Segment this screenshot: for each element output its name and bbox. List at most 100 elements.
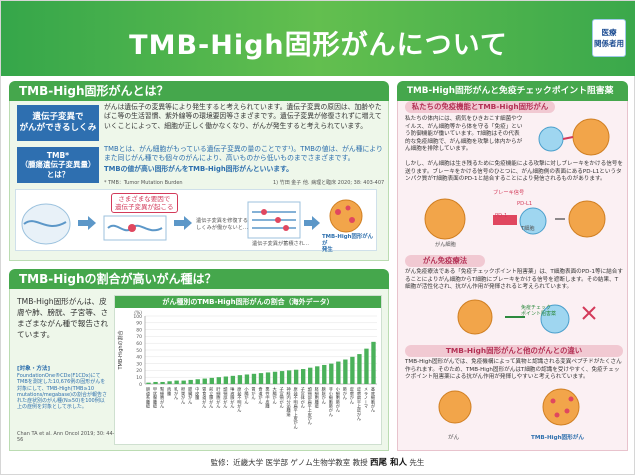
bar <box>357 354 362 384</box>
x-tick-label: 皮膚扁平上皮がん <box>356 386 362 421</box>
x-tick-label: 非小細胞肺がん <box>328 386 334 417</box>
y-tick-label: 30 <box>136 361 142 367</box>
tmb-reference: 1) 竹田 金子 他. 病理と臨床 2020; 38: 403-407 <box>273 180 385 186</box>
tmb-footnote: * TMB：Tumor Mutation Burden <box>104 180 183 186</box>
cancer-cell-label: がん細胞 <box>435 242 456 248</box>
brake-signal-label: ブレーキ信号 <box>493 190 525 196</box>
y-tick-label: 100 <box>133 314 142 320</box>
section3-title: TMB-High固形がんと免疫チェックポイント阻害薬 <box>397 81 628 101</box>
bar <box>209 377 214 384</box>
section1-title: TMB-High固形がんとは？ <box>9 81 389 101</box>
x-tick-label: 原発不明がん <box>237 387 243 413</box>
immunotherapy-title: がん免疫療法 <box>405 255 485 267</box>
bar <box>188 379 193 384</box>
bar <box>272 371 278 384</box>
x-tick-label: 皮膚がん <box>349 386 355 405</box>
bar <box>195 379 200 384</box>
y-tick-label: 20 <box>136 368 142 374</box>
x-tick-label: 悪性中皮腫 <box>265 387 271 410</box>
audience-badge: 医療 関係者用 <box>592 19 626 57</box>
x-tick-label: 唾液腺がん <box>229 386 235 409</box>
header-banner: TMB-High固形がんについて 医療 関係者用 <box>1 1 635 76</box>
x-tick-label: 頭頸部がん <box>222 387 228 409</box>
x-tick-label: 大腸がん <box>272 386 278 405</box>
supervisor-name: 西尾 和人 <box>369 458 407 468</box>
x-tick-label: 頭頸部扁平上皮がん <box>307 387 313 426</box>
brake-text: しかし、がん細胞は生き残るために免疫機能による攻撃に対しブレーキをかける信号を送… <box>405 161 623 183</box>
brake-illustration <box>424 198 606 240</box>
bar <box>350 356 355 384</box>
bar <box>286 370 292 384</box>
bar <box>258 373 264 384</box>
x-tick-label: 前立腺がん <box>208 386 214 409</box>
x-tick-label: 胚細胞腫瘍 <box>314 387 320 410</box>
bar <box>230 375 236 384</box>
bar <box>216 377 221 384</box>
bar <box>301 369 306 384</box>
section2-intro: TMB-High固形がんは、皮膚や肺、膀胱、子宮等、さまざまながん種で報告されて… <box>17 297 109 339</box>
y-tick-label: 0 <box>139 382 142 388</box>
immunotherapy-illustration <box>457 299 596 335</box>
question-tmb-label: TMB* （腫瘍遺伝子変異量） とは？ <box>17 147 99 183</box>
accumulation-caption: 遺伝子変異が蓄積され… <box>252 241 310 247</box>
bar <box>343 359 348 384</box>
y-tick-label: 50 <box>136 348 142 354</box>
bar <box>202 378 207 384</box>
x-tick-label: 乳がん <box>173 386 179 400</box>
immune-title: 私たちの免疫機能とTMB-High固形がん <box>405 101 555 113</box>
section3-panel <box>397 101 628 451</box>
checkpoint-drug-label: 免疫チェック ポイント阻害薬 <box>521 305 557 317</box>
y-tick-label: 40 <box>136 355 142 361</box>
x-tick-label: 小腸がん <box>244 386 250 405</box>
repair-caption: 遺伝子変異を修復する しくみが働かないと… <box>196 218 249 231</box>
bar <box>364 348 369 384</box>
immunotherapy-text: がん免疫療法である「免疫チェックポイント阻害薬」は、T細胞表面のPD-1等に結合… <box>405 269 623 291</box>
tmb-high-emergence-caption: TMB-High固形がんが 発生 <box>322 234 374 253</box>
x-tick-label: 神経内分泌腫瘍 <box>286 386 292 418</box>
bar <box>146 382 151 384</box>
tmb-high-difference-text: TMB-High固形がんでは、免疫機構によって異物と認識される変異ペプチドがたく… <box>405 359 622 381</box>
question-tmb-highlight: TMBの値が高い固形がんをTMB-High固形がんといいます。 <box>104 165 293 173</box>
bar <box>279 371 285 384</box>
x-tick-label: 基底細胞がん <box>370 386 376 413</box>
bar <box>244 374 250 384</box>
bar <box>237 375 243 384</box>
tmb-high-difference-title: TMB-High固形がんと他のがんとの違い <box>405 345 623 357</box>
bar <box>293 369 299 384</box>
immune-text: 私たちの体内には、病気をひきおこす細菌やウイルス、がん細胞等から体を守る「免疫」… <box>405 116 523 153</box>
tmb-chart: がん種別のTMB-High固形がんの割合（海外データ） 0 10 20 30 40 50 6… <box>114 295 382 445</box>
cancer-label: がん <box>448 435 460 441</box>
x-tick-label: 肉腫 <box>166 386 172 397</box>
bar <box>265 372 271 384</box>
bar <box>181 380 186 384</box>
tmb-high-label: TMB-High固形がん <box>531 435 584 441</box>
mutation-diagram: さまざまな要因で 遺伝子変異が起こる 遺伝子変異を修復する しくみが働かないと…… <box>15 189 377 253</box>
x-tick-label: 胃がん <box>251 387 257 400</box>
y-tick-label: 10 <box>136 375 142 381</box>
bar <box>336 361 341 384</box>
x-tick-label: 子宮体がん <box>300 386 306 409</box>
pd1-label: PD-1 <box>495 213 508 219</box>
x-tick-label: 腎細胞がん <box>159 386 165 409</box>
x-tick-label: 胆道系腫瘍 <box>145 387 151 410</box>
question-tmb-text: TMBとは、がん細胞がもっている遺伝子変異の量のことです¹)。TMBの値は、がん… <box>104 145 383 163</box>
bar <box>251 373 257 384</box>
bar <box>315 366 320 384</box>
x-tick-label: 原発不明扁平上皮がん <box>293 387 299 430</box>
section2-title: TMB-Highの割合が高いがん種は？ <box>9 269 389 289</box>
chart-citation: Chan TA et al. Ann Oncol 2019; 30: 44-56 <box>17 431 115 443</box>
bar <box>322 364 327 384</box>
comparison-illustration <box>438 388 580 426</box>
supervisor-credit: 監修：近畿大学 医学部 ゲノム生物学教室 教授 西尾 和人 先生 <box>210 458 425 468</box>
x-tick-label: 肝細胞がん <box>215 387 221 409</box>
bar <box>223 376 229 384</box>
y-tick-label: 80 <box>136 327 142 333</box>
question-mechanism-label: 遺伝子変異で がんができるしくみ <box>17 105 99 141</box>
x-tick-label: 卵巣がん <box>180 386 186 405</box>
x-tick-label: 胃食道がん <box>201 387 207 409</box>
x-tick-label: 小細胞肺がん <box>335 386 341 413</box>
pdl1-label: PD-L1 <box>517 201 533 207</box>
y-tick-label: 60 <box>136 341 142 347</box>
